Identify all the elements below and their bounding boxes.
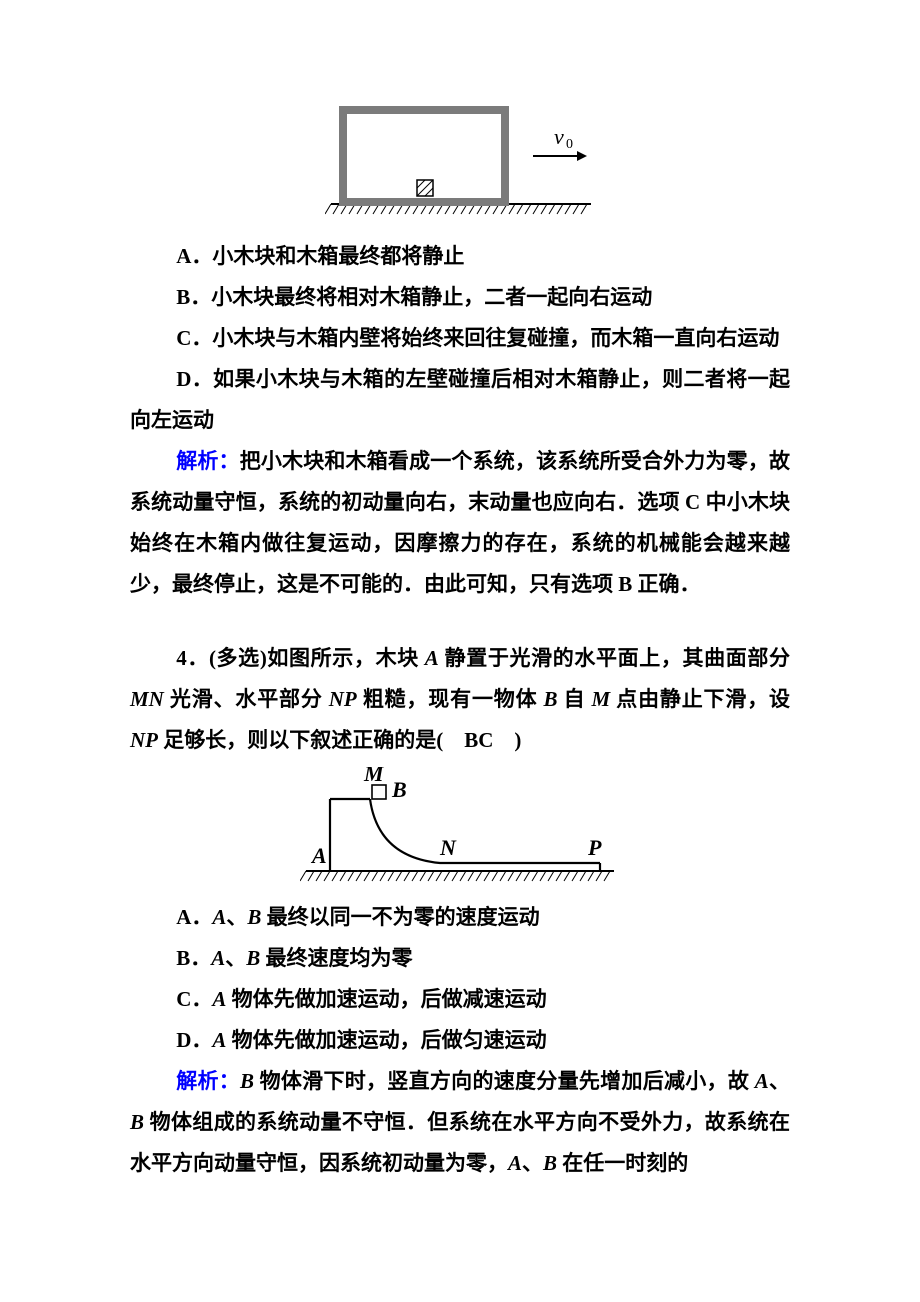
figure-curved-block: MB A N P <box>130 767 790 887</box>
q4-B: B <box>544 687 558 711</box>
q4-expl-e: 在任一时刻的 <box>557 1151 688 1175</box>
q4-stem-a: 4．(多选)如图所示，木块 <box>176 646 425 670</box>
q4-explanation: 解析：B 物体滑下时，竖直方向的速度分量先增加后减小，故 A、B 物体组成的系统… <box>130 1061 790 1184</box>
q3-expl-label: 解析： <box>176 449 240 473</box>
q4-optB: B．A、B 最终速度均为零 <box>130 938 790 979</box>
q4-expl-A2: A <box>508 1151 522 1175</box>
q4-stem-f: 点由静止下滑，设 <box>610 687 790 711</box>
q4-M: M <box>592 687 611 711</box>
svg-text:N: N <box>439 835 457 860</box>
q4-optD-a: D． <box>176 1028 212 1052</box>
q4-optA: A．A、B 最终以同一不为零的速度运动 <box>130 897 790 938</box>
q4-optB-b: 、 <box>225 946 246 970</box>
q3-optD: D．如果小木块与木箱的左壁碰撞后相对木箱静止，则二者将一起向左运动 <box>130 359 790 441</box>
svg-text:B: B <box>391 777 407 802</box>
figure-box-on-ground: v0 <box>130 106 790 226</box>
q3-optC: C．小木块与木箱内壁将始终来回往复碰撞，而木箱一直向右运动 <box>130 318 790 359</box>
q4-optA-a: A． <box>176 905 212 929</box>
q4-expl-B3: B <box>543 1151 557 1175</box>
q4-stem-b: 静置于光滑的水平面上，其曲面部分 <box>439 646 790 670</box>
q4-optD: D．A 物体先做加速运动，后做匀速运动 <box>130 1020 790 1061</box>
q3-explanation: 解析：把小木块和木箱看成一个系统，该系统所受合外力为零，故系统动量守恒，系统的初… <box>130 441 790 605</box>
q4-stem-c: 光滑、水平部分 <box>164 687 329 711</box>
figure1-svg: v0 <box>325 106 595 226</box>
q4-stem-d: 粗糙，现有一物体 <box>357 687 544 711</box>
q4-expl-label: 解析： <box>176 1069 240 1093</box>
svg-text:0: 0 <box>566 137 573 152</box>
q4-optB-c: 最终速度均为零 <box>260 946 412 970</box>
q4-optC-A: A <box>212 987 226 1011</box>
q4-expl-A1: A <box>755 1069 769 1093</box>
q4-expl-b: 、 <box>769 1069 790 1093</box>
q4-expl-c: 物体组成的系统动量不守恒．但系统在水平方向不受外力，故系统在水平方向动量守恒，因… <box>130 1110 790 1175</box>
q4-optC-c: 物体先做加速运动，后做减速运动 <box>226 987 546 1011</box>
q4-A: A <box>425 646 439 670</box>
q4-optC: C．A 物体先做加速运动，后做减速运动 <box>130 979 790 1020</box>
q4-MN: MN <box>130 687 164 711</box>
q4-optA-c: 最终以同一不为零的速度运动 <box>261 905 539 929</box>
q4-expl-a: 物体滑下时，竖直方向的速度分量先增加后减小，故 <box>254 1069 755 1093</box>
q4-NP2: NP <box>130 728 158 752</box>
svg-text:M: M <box>363 767 385 786</box>
q4-optB-B: B <box>246 946 260 970</box>
q4-stem-e: 自 <box>558 687 592 711</box>
q4-optA-b: 、 <box>226 905 247 929</box>
q4-stem-g: 足够长，则以下叙述正确的是( BC ) <box>158 728 521 752</box>
q4-optA-A: A <box>212 905 226 929</box>
q4-expl-B2: B <box>130 1110 144 1134</box>
q3-optA: A．小木块和木箱最终都将静止 <box>130 236 790 277</box>
q4-optD-c: 物体先做加速运动，后做匀速运动 <box>226 1028 546 1052</box>
figure2-svg: MB A N P <box>300 767 620 887</box>
q4-optC-a: C． <box>176 987 212 1011</box>
q4-expl-B1: B <box>240 1069 254 1093</box>
svg-text:P: P <box>587 835 602 860</box>
svg-text:v: v <box>554 124 564 149</box>
q4-optD-A: A <box>212 1028 226 1052</box>
q4-expl-d: 、 <box>522 1151 543 1175</box>
q4-stem: 4．(多选)如图所示，木块 A 静置于光滑的水平面上，其曲面部分 MN 光滑、水… <box>130 638 790 761</box>
q4-optA-B: B <box>247 905 261 929</box>
q4-optB-A: A <box>211 946 225 970</box>
q4-optB-a: B． <box>176 946 211 970</box>
q3-optB: B．小木块最终将相对木箱静止，二者一起向右运动 <box>130 277 790 318</box>
svg-text:A: A <box>310 843 327 868</box>
q4-NP: NP <box>329 687 357 711</box>
